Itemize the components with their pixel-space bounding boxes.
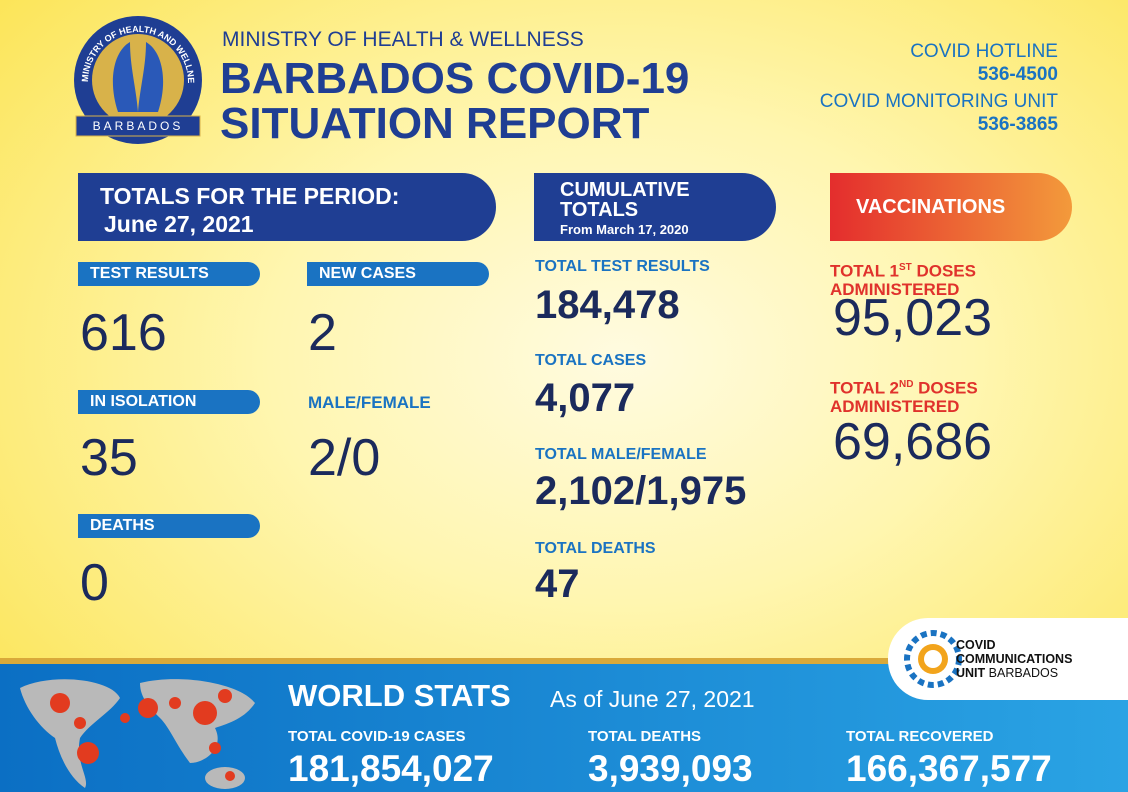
contact-number: 536-4500 [977, 64, 1058, 85]
title: SITUATION REPORT [220, 99, 650, 148]
vaccine-value: 69,686 [833, 413, 993, 471]
label-part: DOSES [913, 378, 978, 398]
stat-value: 35 [80, 429, 138, 487]
stat-label: IN ISOLATION [78, 390, 260, 414]
hotspots [50, 689, 235, 781]
world-heading: WORLD STATS [288, 678, 511, 713]
ministry-logo: MINISTRY OF HEALTH AND WELLNESS BARBADOS [68, 12, 202, 144]
period-date: June 27, 2021 [104, 211, 254, 237]
world-label: TOTAL RECOVERED [846, 728, 994, 745]
continent [205, 767, 245, 789]
contacts: COVID HOTLINE 536-4500 COVID MONITORING … [820, 40, 1058, 136]
vaccine-value: 95,023 [833, 289, 993, 347]
world-value: 3,939,093 [588, 748, 753, 789]
world-label: TOTAL DEATHS [588, 728, 702, 745]
cumulative-label: TOTAL TEST RESULTS [535, 258, 710, 275]
ccu-emblem [904, 630, 962, 688]
continent [20, 679, 120, 788]
cumulative-label: TOTAL DEATHS [535, 540, 656, 557]
period-heading: TOTALS FOR THE PERIOD: [100, 183, 400, 209]
ccu-line: COMMUNICATIONS [956, 652, 1073, 666]
cumulative-value: 2,102/1,975 [535, 469, 747, 513]
contact-label: COVID HOTLINE [910, 41, 1058, 62]
world-label: TOTAL COVID-19 CASES [288, 728, 466, 745]
vaccinations-banner: VACCINATIONS [830, 173, 1072, 241]
logo-banner [75, 115, 201, 137]
vaccine-label: TOTAL 1ST DOSES ADMINISTERED [830, 259, 976, 299]
logo-banner-text: BARBADOS [93, 119, 184, 133]
label-sup: ST [898, 262, 912, 273]
label-part: TOTAL 1 [830, 261, 899, 281]
ccu-logo: COVID COMMUNICATIONS UNIT BARBADOS [888, 618, 1128, 700]
cumulative-value: 4,077 [535, 376, 636, 420]
vaccinations-heading: VACCINATIONS [856, 196, 1006, 218]
period-banner: TOTALS FOR THE PERIOD: June 27, 2021 [78, 173, 496, 241]
ccu-text: COVID COMMUNICATIONS UNIT BARBADOS [956, 638, 1072, 680]
contact-label: COVID MONITORING UNIT [819, 91, 1058, 112]
cumulative-value: 184,478 [535, 283, 680, 327]
label-part: DOSES [911, 261, 976, 281]
ccu-line: UNIT [956, 666, 986, 680]
ministry: MINISTRY OF HEALTH & WELLNESS [222, 28, 584, 51]
vaccine-label: TOTAL 2ND DOSES ADMINISTERED [830, 376, 978, 416]
label-part: ADMINISTERED [830, 396, 960, 416]
stat-label: TEST RESULTS [78, 262, 260, 286]
stat-label: NEW CASES [307, 262, 489, 286]
cumulative-label: TOTAL MALE/FEMALE [535, 446, 707, 463]
label-part: TOTAL 2 [830, 378, 899, 398]
label-part: ADMINISTERED [830, 279, 960, 299]
stat-value: 616 [80, 304, 167, 362]
stat-value: 2 [308, 304, 337, 362]
stat-label: DEATHS [78, 514, 260, 538]
world-as-of: As of June 27, 2021 [550, 686, 755, 712]
label-sup: ND [898, 379, 914, 390]
cumulative-heading: TOTALS [560, 199, 639, 221]
contact-number: 536-3865 [977, 114, 1058, 135]
world-map [20, 679, 255, 789]
cumulative-banner: CUMULATIVE TOTALS From March 17, 2020 [534, 173, 776, 241]
stat-label: MALE/FEMALE [308, 393, 431, 412]
cumulative-since: From March 17, 2020 [560, 222, 689, 237]
ccu-line: COVID [956, 638, 996, 652]
ccu-line: BARBADOS [985, 666, 1059, 680]
world-value: 181,854,027 [288, 748, 494, 789]
logo-center [92, 34, 184, 126]
cumulative-heading: CUMULATIVE [560, 179, 690, 201]
stat-value: 2/0 [308, 429, 381, 487]
world-value: 166,367,577 [846, 748, 1052, 789]
stat-value: 0 [80, 554, 109, 612]
title: BARBADOS COVID-19 [220, 54, 690, 103]
cumulative-value: 47 [535, 562, 580, 606]
logo-hands [112, 42, 164, 112]
cumulative-label: TOTAL CASES [535, 352, 647, 369]
